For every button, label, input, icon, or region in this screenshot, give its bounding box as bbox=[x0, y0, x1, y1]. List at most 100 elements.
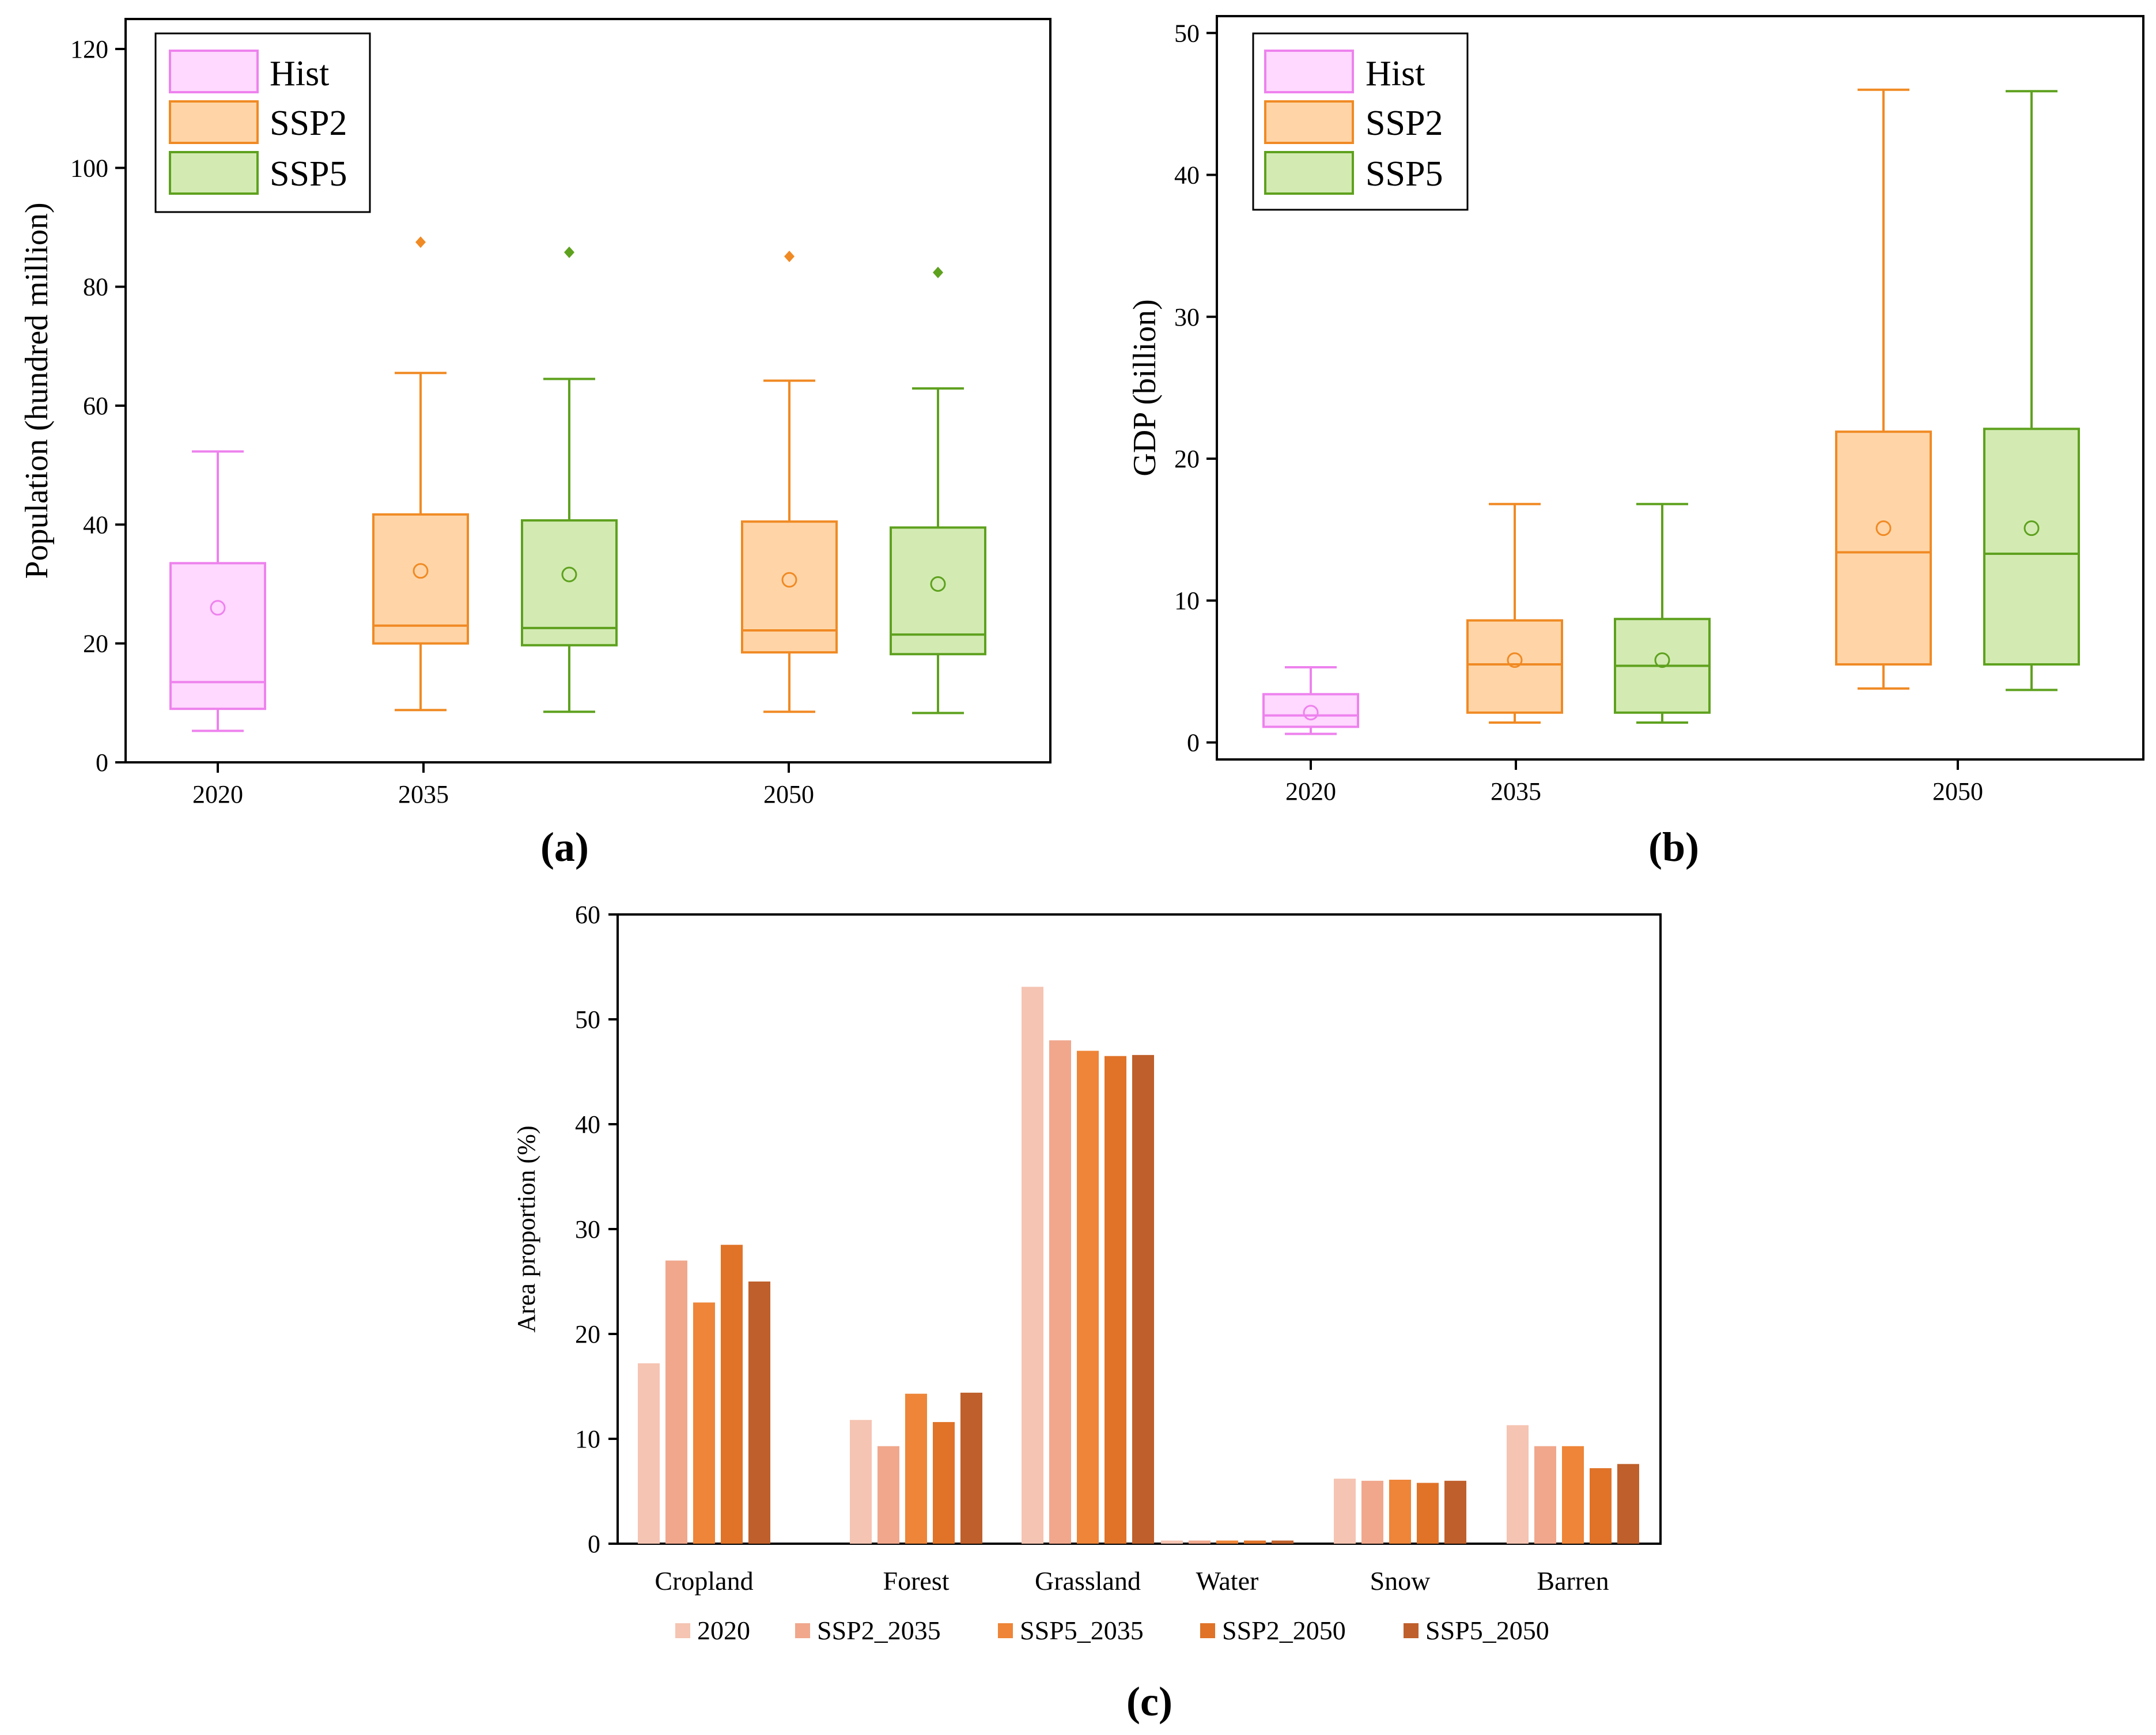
interquartile-box bbox=[169, 562, 266, 710]
panel-c-bar-snow-ssp5_2035 bbox=[1389, 1479, 1411, 1544]
panel-c-y-tick-label: 60 bbox=[575, 901, 600, 929]
panel-c-bar-barren-ssp5_2035 bbox=[1562, 1446, 1584, 1544]
panel-c-legend-label-ssp2_2050: SSP2_2050 bbox=[1222, 1616, 1346, 1645]
panel-b-y-tick-label: 30 bbox=[1174, 303, 1200, 331]
panel-a-label: (a) bbox=[540, 824, 589, 870]
panel-a-box-2050-ssp5 bbox=[890, 266, 986, 715]
mean-marker bbox=[930, 576, 946, 592]
panel-c-bar-grassland-ssp5_2050 bbox=[1132, 1054, 1154, 1544]
panel-a-legend: Hist SSP2 SSP5 bbox=[154, 32, 371, 213]
mean-marker bbox=[561, 566, 577, 583]
panel-c-bar-forest-ssp2_2050 bbox=[933, 1422, 955, 1544]
panel-c-bar-grassland-ssp2_2035 bbox=[1049, 1040, 1071, 1544]
panel-a-legend-label-hist: Hist bbox=[270, 54, 329, 93]
panel-c-bar-cropland-ssp2_2050 bbox=[721, 1245, 743, 1544]
panel-a-legend-swatch-ssp2 bbox=[169, 100, 259, 144]
panel-c-legend-label-ssp5_2050: SSP5_2050 bbox=[1425, 1616, 1549, 1645]
panel-a-y-axis-title: Population (hundred million) bbox=[19, 202, 55, 579]
panel-c-bar-cropland-ssp5_2035 bbox=[693, 1302, 715, 1544]
panel-c-y-tick-label: 20 bbox=[575, 1320, 600, 1348]
panel-c-bar-forest-2020 bbox=[850, 1420, 872, 1544]
panel-c-bar-water-ssp2_2050 bbox=[1244, 1540, 1266, 1544]
panel-b-legend-label-ssp2: SSP2 bbox=[1366, 104, 1443, 143]
panel-c-bar-barren-ssp2_2035 bbox=[1534, 1446, 1556, 1544]
outlier-marker bbox=[564, 246, 574, 258]
mean-marker bbox=[1303, 705, 1319, 721]
panel-c-bar-snow-ssp5_2050 bbox=[1444, 1480, 1466, 1544]
panel-c-y-tick-label: 30 bbox=[575, 1215, 600, 1243]
mean-marker bbox=[413, 563, 429, 579]
panel-c-bar-cropland-2020 bbox=[638, 1363, 660, 1544]
interquartile-box bbox=[1262, 693, 1359, 728]
panel-c-legend-label-ssp2_2035: SSP2_2035 bbox=[817, 1616, 941, 1645]
panel-b-x-tick-label: 2035 bbox=[1491, 777, 1541, 806]
panel-b-legend-swatch-ssp5 bbox=[1264, 151, 1354, 195]
panel-c-area-bar-chart: 0 10 20 30 40 50 60 Cropland Forest Grassland Wate… bbox=[512, 901, 1662, 1725]
panel-c-bar-barren-ssp5_2050 bbox=[1617, 1464, 1639, 1544]
panel-c-bar-barren-ssp2_2050 bbox=[1590, 1468, 1612, 1544]
panel-a-x-tick-label: 2020 bbox=[192, 780, 243, 808]
panel-c-category-label: Grassland bbox=[1035, 1566, 1141, 1596]
panel-c-category-label: Snow bbox=[1370, 1566, 1431, 1596]
panel-a-legend-label-ssp2: SSP2 bbox=[270, 104, 347, 143]
panel-a-y-tick-label: 120 bbox=[70, 35, 108, 63]
panel-c-y-tick-label: 10 bbox=[575, 1425, 600, 1453]
panel-b-box-2035-ssp5 bbox=[1614, 502, 1711, 724]
panel-b-x-tick-label: 2050 bbox=[1932, 777, 1983, 806]
panel-b-y-tick-label: 50 bbox=[1174, 19, 1200, 47]
outlier-marker bbox=[933, 266, 943, 278]
panel-c-legend-swatch-ssp5_2035 bbox=[998, 1623, 1013, 1638]
panel-a-box-2020-hist bbox=[169, 147, 266, 732]
panel-b-legend-label-hist: Hist bbox=[1366, 54, 1425, 93]
panel-c-bar-snow-ssp2_2050 bbox=[1417, 1483, 1439, 1544]
panel-b-label: (b) bbox=[1648, 824, 1699, 870]
panel-c-bar-snow-2020 bbox=[1334, 1479, 1356, 1544]
panel-b-gdp-boxplot: 0 10 20 30 40 50 2020 2035 2050 GDP (billion) Hi… bbox=[1127, 15, 2144, 870]
mean-marker bbox=[1654, 652, 1670, 668]
panel-b-box-2035-ssp2 bbox=[1466, 502, 1563, 724]
panel-c-y-axis-title: Area proportion (%) bbox=[512, 1125, 540, 1332]
outlier-marker bbox=[415, 236, 426, 248]
panel-a-box-2035-ssp2 bbox=[372, 236, 469, 712]
panel-b-y-tick-label: 20 bbox=[1174, 445, 1200, 473]
panel-c-bar-barren-2020 bbox=[1507, 1425, 1529, 1544]
panel-c-y-tick-label: 50 bbox=[575, 1006, 600, 1034]
mean-marker bbox=[781, 572, 797, 588]
panel-c-legend-label-2020: 2020 bbox=[697, 1616, 750, 1645]
panel-c-bar-forest-ssp2_2035 bbox=[877, 1446, 899, 1544]
panel-c-category-label: Barren bbox=[1537, 1566, 1609, 1596]
panel-a-legend-swatch-ssp5 bbox=[169, 151, 259, 195]
panel-c-bar-forest-ssp5_2050 bbox=[960, 1392, 982, 1544]
panel-c-bar-grassland-2020 bbox=[1022, 986, 1043, 1544]
panel-a-box-2050-ssp2 bbox=[741, 251, 838, 713]
mean-marker bbox=[210, 600, 226, 616]
panel-a-y-tick-label: 40 bbox=[83, 511, 108, 539]
panel-b-y-tick-label: 0 bbox=[1187, 728, 1200, 757]
mean-marker bbox=[1875, 520, 1892, 536]
panel-c-bar-snow-ssp2_2035 bbox=[1361, 1480, 1383, 1544]
panel-c-bar-water-ssp2_2035 bbox=[1189, 1540, 1211, 1544]
panel-c-bar-cropland-ssp5_2050 bbox=[748, 1282, 770, 1544]
panel-c-legend-swatch-ssp2_2035 bbox=[795, 1623, 810, 1638]
interquartile-box bbox=[1835, 430, 1932, 666]
mean-marker bbox=[1507, 652, 1523, 668]
panel-c-legend: 2020 SSP2_2035 SSP5_2035 SSP2_2050 SSP5_2050 bbox=[675, 1616, 1549, 1645]
panel-b-frame bbox=[1216, 15, 2144, 761]
panel-b-y-tick-label: 10 bbox=[1174, 587, 1200, 615]
panel-b-y-axis-title: GDP (billion) bbox=[1127, 299, 1163, 476]
panel-a-y-tick-label: 0 bbox=[96, 749, 108, 777]
panel-c-bar-water-ssp5_2035 bbox=[1216, 1540, 1238, 1544]
panel-b-box-2050-ssp5 bbox=[1983, 90, 2080, 691]
panel-c-category-label: Water bbox=[1196, 1566, 1259, 1596]
panel-b-legend-label-ssp5: SSP5 bbox=[1366, 154, 1443, 194]
panel-c-category-label: Cropland bbox=[655, 1566, 753, 1596]
panel-a-y-tick-label: 100 bbox=[70, 154, 108, 182]
panel-c-bar-water-2020 bbox=[1161, 1540, 1183, 1544]
panel-a-x-tick-label: 2050 bbox=[763, 780, 814, 808]
panel-a-x-tick-label: 2035 bbox=[398, 780, 449, 808]
panel-c-legend-swatch-2020 bbox=[675, 1623, 690, 1638]
panel-c-label: (c) bbox=[1126, 1679, 1172, 1725]
panel-b-legend-swatch-hist bbox=[1264, 50, 1354, 93]
interquartile-box bbox=[1983, 428, 2080, 666]
